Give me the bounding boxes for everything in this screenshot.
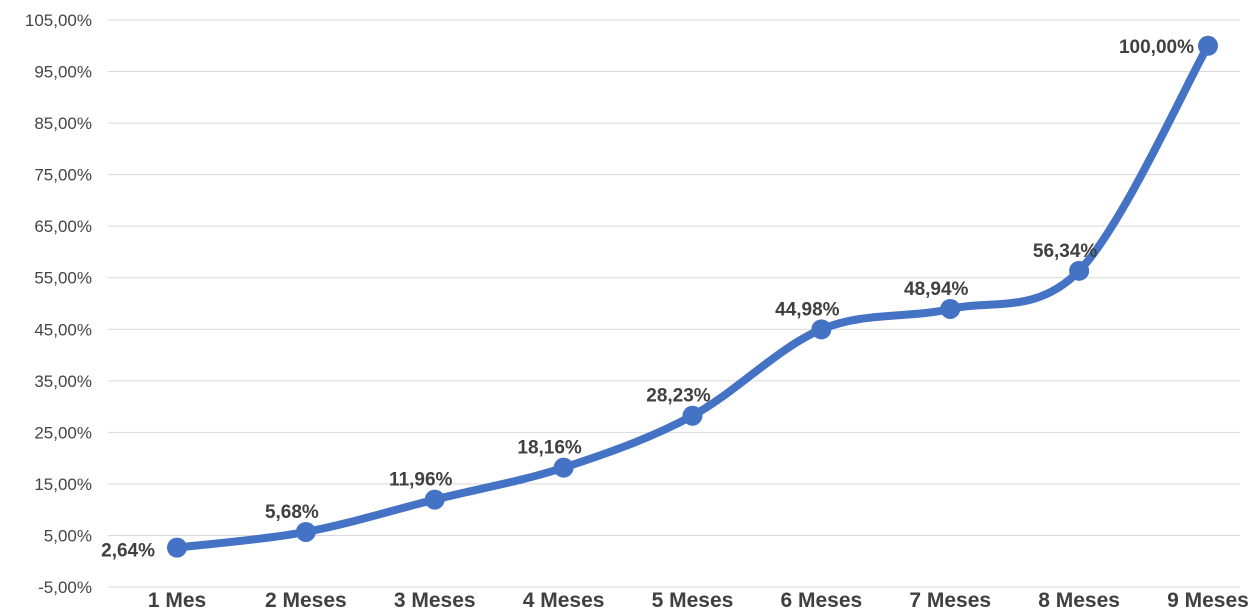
data-label: 48,94%: [904, 279, 969, 300]
data-label: 56,34%: [1033, 241, 1098, 262]
y-axis-ticks: -5,00% 5,00% 15,00% 25,00% 35,00% 45,00% 55,00…: [25, 11, 92, 597]
data-point: [167, 537, 187, 558]
data-label: 2,64%: [101, 541, 155, 562]
data-label: 44,98%: [775, 299, 840, 320]
data-point: [811, 319, 832, 340]
data-point: [424, 489, 445, 510]
data-label: 100,00%: [1119, 37, 1194, 58]
data-label: 11,96%: [389, 470, 452, 491]
data-point: [940, 298, 961, 319]
x-tick-label: 4 Meses: [523, 589, 605, 612]
y-tick-label: 95,00%: [34, 63, 92, 82]
data-labels: 2,64% 5,68% 11,96% 18,16% 28,23% 44,98% 48,94%…: [101, 37, 1194, 562]
y-tick-label: 105,00%: [25, 11, 92, 30]
x-tick-label: 8 Meses: [1038, 589, 1120, 612]
data-point: [1069, 260, 1090, 281]
data-label: 28,23%: [646, 386, 711, 407]
y-tick-label: 35,00%: [34, 372, 92, 391]
x-tick-label: 9 Meses: [1167, 589, 1249, 612]
data-point: [1198, 35, 1218, 56]
data-point: [553, 457, 574, 478]
y-tick-label: 25,00%: [34, 423, 92, 442]
data-point: [682, 405, 703, 426]
y-tick-label: 85,00%: [34, 114, 92, 133]
x-tick-label: 7 Meses: [909, 589, 991, 612]
x-tick-label: 5 Meses: [652, 589, 734, 612]
x-tick-label: 3 Meses: [394, 589, 476, 612]
y-tick-label: 5,00%: [44, 526, 92, 545]
y-tick-label: 45,00%: [34, 320, 92, 339]
x-tick-label: 2 Meses: [265, 589, 347, 612]
x-tick-label: 6 Meses: [781, 589, 863, 612]
series-line: [173, 41, 1212, 552]
x-axis-ticks: 1 Mes 2 Meses 3 Meses 4 Meses 5 Meses 6 Meses…: [148, 589, 1249, 612]
data-label: 18,16%: [517, 438, 582, 459]
series-layer: [167, 35, 1218, 558]
y-tick-label: -5,00%: [38, 578, 92, 597]
y-tick-label: 75,00%: [34, 166, 92, 185]
y-tick-label: 15,00%: [34, 475, 92, 494]
data-label: 5,68%: [265, 502, 319, 523]
y-tick-label: 65,00%: [34, 217, 92, 236]
data-point: [295, 521, 316, 542]
y-tick-label: 55,00%: [34, 269, 92, 288]
x-tick-label: 1 Mes: [148, 589, 206, 612]
